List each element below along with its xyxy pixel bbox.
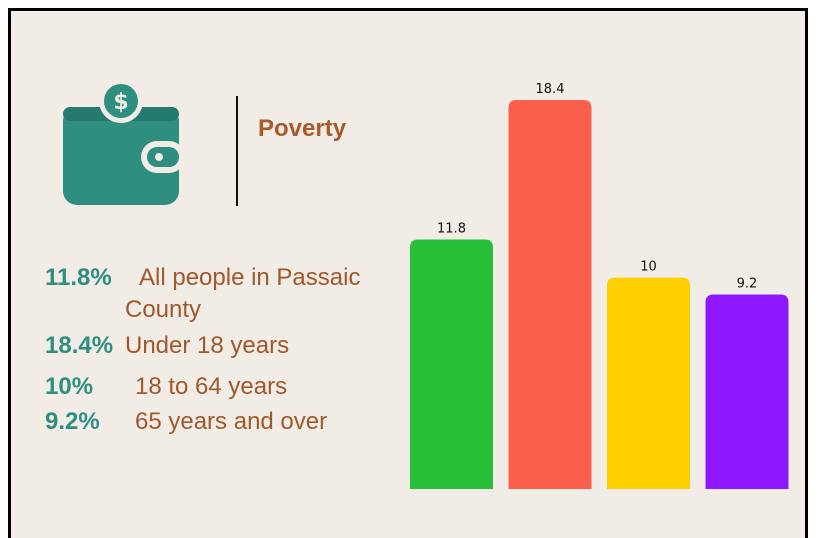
stat-value: 9.2% [45,408,100,435]
bar-1 [508,100,592,489]
bar-2 [607,277,690,489]
vertical-divider [236,96,238,206]
stat-label-continued: County [125,296,202,323]
dollar-sign: $ [113,90,128,115]
bar-0 [410,239,493,489]
bar-chart: 11.8 18.4 10 9.2 [410,82,789,489]
stat-value: 11.8% [45,264,112,291]
bar-3 [705,294,789,489]
bar-value-label: 9.2 [737,277,758,292]
stat-label: 18 to 64 years [135,373,288,400]
stat-label: Under 18 years [125,332,290,359]
wallet-dollar-icon: $ [63,79,185,205]
bar-value-label: 18.4 [536,82,565,97]
page-title: Poverty [258,115,347,142]
stat-label: All people in Passaic [139,264,361,291]
stat-value: 18.4% [45,332,114,359]
bar-value-label: 10 [640,260,657,275]
stat-value: 10% [45,373,94,400]
infographic-card: $ Poverty 11.8% All people in Passaic Co… [8,8,808,538]
stat-label: 65 years and over [135,408,328,435]
bar-value-label: 11.8 [437,222,466,237]
